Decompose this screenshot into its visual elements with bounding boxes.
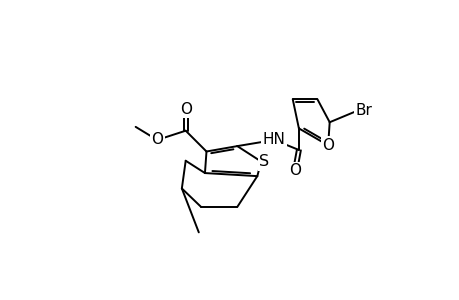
Text: HN: HN — [262, 133, 285, 148]
Text: O: O — [151, 133, 163, 148]
Text: O: O — [321, 138, 333, 153]
Text: O: O — [179, 102, 191, 117]
Text: S: S — [258, 154, 269, 169]
Text: Br: Br — [354, 103, 371, 118]
Text: O: O — [288, 163, 300, 178]
